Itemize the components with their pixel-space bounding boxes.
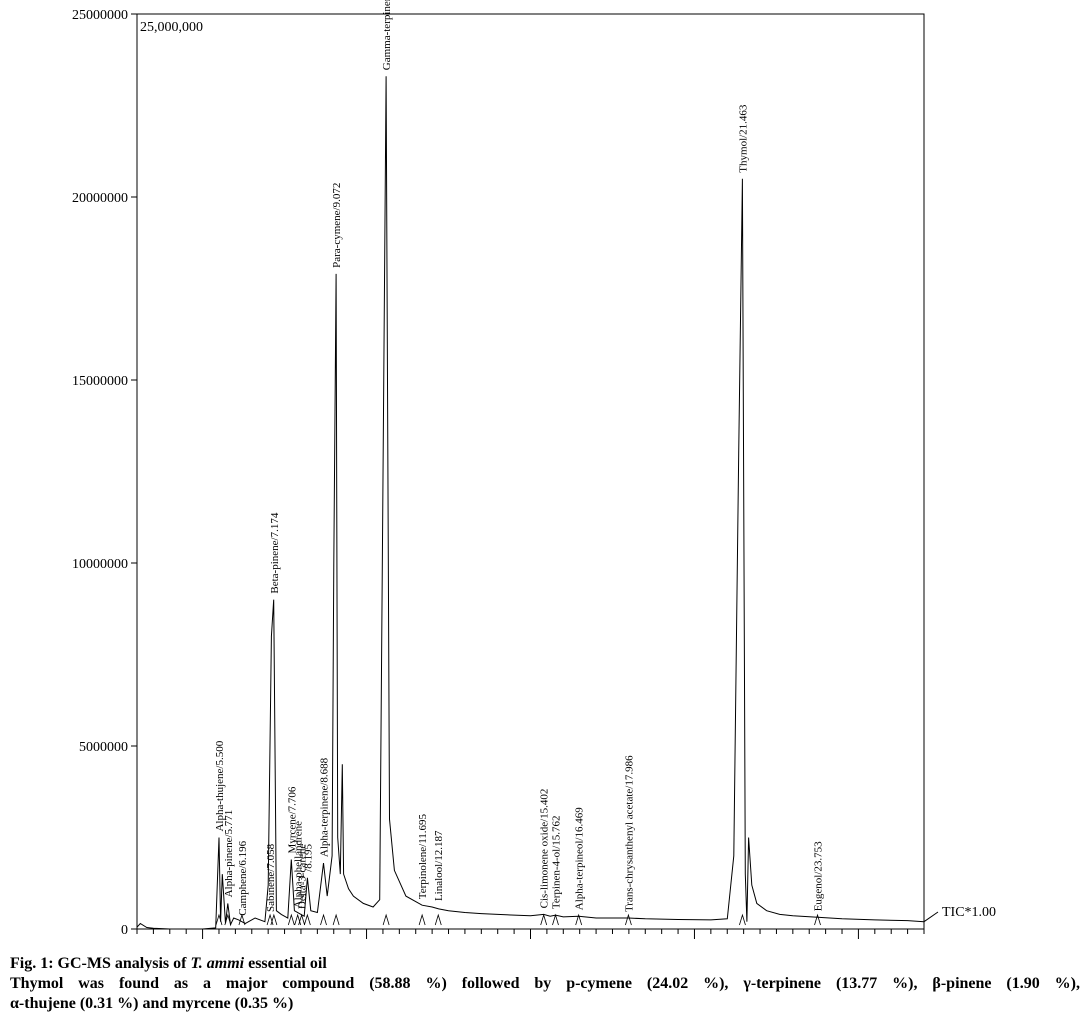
y-tick-label: 25000000 (72, 8, 128, 23)
scale-label: 25,000,000 (140, 20, 203, 35)
peak-label: Linalool/12.187 (433, 830, 445, 901)
peak-marker (434, 913, 442, 926)
peak-marker (739, 913, 746, 926)
peak-label: Alpha-phellandrene (293, 821, 305, 908)
peak-label: Terpinen-4-ol/15.762 (550, 815, 562, 909)
peak-label: Alpha-terpineol/16.469 (574, 807, 586, 910)
peak-label: Myrcene/7.706 (286, 786, 298, 853)
peak-marker (418, 913, 426, 926)
peak-marker (814, 913, 821, 926)
peak-label: Delta-3-carene (297, 844, 309, 909)
peak-marker (575, 913, 583, 926)
peak-label: Beta-pinene/7.174 (269, 512, 281, 593)
peak-marker (540, 913, 548, 926)
peak-marker (320, 913, 327, 926)
peak-marker (552, 913, 559, 926)
peak-label: Trans-chrysanthenyl acetate/17.986 (623, 755, 635, 912)
peak-label: Cis-limonene oxide/15.402 (539, 789, 551, 909)
peak-marker (303, 913, 311, 926)
peak-label: Para-cymene/9.072 (331, 183, 343, 268)
peak-label: Alpha-thujene/5.500 (214, 740, 226, 831)
y-tick-label: 20000000 (72, 191, 128, 206)
y-axis-ticks: 0 5000000 10000000 15000000 20000000 25000000 (72, 8, 137, 938)
x-axis-ticks (136, 929, 925, 939)
peak-label: Alpha-terpinene/8.688 (319, 757, 331, 857)
peak-label: Gamma-terpinene/10.597 (381, 0, 393, 70)
y-tick-label: 15000000 (72, 374, 128, 389)
peak-label: Sabinene/7.058 (265, 843, 277, 912)
y-tick-label: 0 (121, 923, 128, 938)
peak-marker (238, 913, 246, 926)
peak-label: Terpinolene/11.695 (417, 813, 429, 899)
peak-marker (382, 913, 390, 926)
peak-label: /8.195 (302, 843, 314, 871)
plot-frame (136, 13, 925, 930)
peak-marker (215, 913, 223, 926)
peak-label: Eugenol/23.753 (813, 841, 825, 911)
trace-label: TIC*1.00 (942, 905, 996, 920)
peak-marker (625, 913, 632, 926)
peak-marker (332, 913, 340, 926)
peak-label: Camphene/6.196 (237, 840, 249, 915)
peak-marker (287, 913, 295, 926)
figure-caption: Fig. 1: GC-MS analysis of T. ammi essent… (10, 954, 1080, 1014)
peak-marker (270, 913, 278, 926)
y-tick-label: 10000000 (72, 557, 128, 572)
peak-label: Thymol/21.463 (737, 104, 749, 173)
peak-label: Alpha-pinene/5.771 (223, 810, 235, 898)
peak-marker (224, 913, 232, 926)
chromatogram-chart: 0 5000000 10000000 15000000 20000000 25000000… (72, 0, 996, 939)
plot-axes (136, 13, 939, 930)
caption-text-line-1: Thymol was found as a major compound (58… (10, 975, 1080, 992)
caption-text-line-2: α-thujene (0.31 %) and myrcene (0.35 %) (10, 995, 294, 1012)
trace-label-connector (923, 911, 939, 923)
figure-title: Fig. 1: GC-MS analysis of T. ammi essent… (10, 955, 327, 972)
peak-marker (298, 913, 305, 926)
tic-trace-line (136, 76, 925, 930)
y-tick-label: 5000000 (79, 740, 128, 755)
